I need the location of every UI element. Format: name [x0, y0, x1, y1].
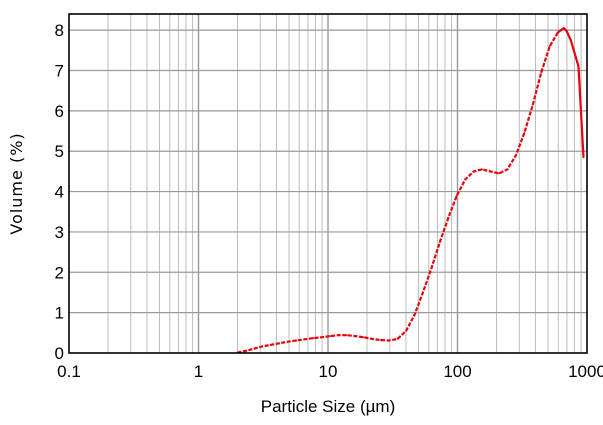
- data-point: [405, 329, 408, 332]
- data-point: [354, 335, 357, 337]
- data-point: [540, 71, 543, 74]
- data-point: [498, 172, 500, 175]
- plot-frame: [68, 13, 588, 354]
- data-point: [562, 27, 565, 30]
- data-point: [346, 334, 348, 337]
- data-point: [269, 344, 272, 346]
- data-point: [430, 267, 433, 270]
- x-tick-label: 0.1: [57, 362, 81, 381]
- data-point: [481, 168, 483, 171]
- y-tick-label: 8: [55, 21, 64, 40]
- y-tick-label: 5: [55, 142, 64, 161]
- data-point: [329, 335, 332, 337]
- data-point: [371, 337, 374, 340]
- data-point: [582, 156, 585, 159]
- x-tick-label: 1000: [568, 362, 603, 381]
- data-point: [472, 170, 475, 173]
- data-point: [438, 241, 441, 243]
- data-point: [253, 347, 256, 350]
- y-tick-label: 6: [55, 102, 64, 121]
- data-point: [557, 31, 560, 34]
- data-point: [514, 154, 517, 157]
- data-point: [362, 336, 365, 339]
- data-curve: [236, 27, 585, 354]
- y-tick-label: 0: [55, 344, 64, 363]
- data-point: [565, 30, 568, 32]
- data-point: [489, 170, 492, 173]
- data-point: [337, 334, 340, 337]
- y-tick-label: 3: [55, 223, 64, 242]
- data-point: [413, 313, 416, 316]
- y-tick-label: 4: [55, 183, 64, 202]
- data-point: [422, 291, 424, 294]
- data-point: [303, 338, 306, 341]
- data-point: [244, 350, 247, 352]
- x-axis-title: Particle Size (µm): [261, 397, 395, 416]
- data-point: [312, 337, 315, 339]
- x-tick-label: 1: [194, 362, 203, 381]
- data-point: [464, 178, 467, 181]
- data-point: [506, 168, 509, 171]
- data-point: [261, 345, 264, 348]
- data-point: [396, 337, 399, 340]
- data-point: [577, 65, 580, 68]
- volume-curve: [237, 31, 560, 354]
- x-tick-label: 10: [319, 362, 338, 381]
- data-point: [455, 194, 458, 197]
- x-tick-label: 100: [443, 362, 471, 381]
- y-axis-title: Volume (%): [7, 132, 26, 234]
- data-point: [523, 132, 526, 134]
- volume-curve-tail: [557, 27, 585, 158]
- data-point: [320, 336, 323, 339]
- data-point: [574, 53, 576, 56]
- y-tick-label: 7: [55, 62, 64, 81]
- data-point: [447, 216, 450, 219]
- data-point: [388, 339, 391, 342]
- y-tick-label: 2: [55, 263, 64, 282]
- tick-labels: 0.1 1 10 100 1000 0 1 2 3 4 5 6 7 8: [55, 21, 603, 381]
- data-point: [548, 45, 551, 48]
- data-point: [379, 339, 382, 341]
- data-point: [278, 342, 281, 345]
- data-point: [569, 39, 572, 42]
- data-point: [295, 339, 298, 342]
- data-point: [531, 103, 534, 106]
- y-tick-label: 1: [55, 304, 64, 323]
- data-point: [286, 340, 289, 343]
- grid-lines: [69, 14, 587, 353]
